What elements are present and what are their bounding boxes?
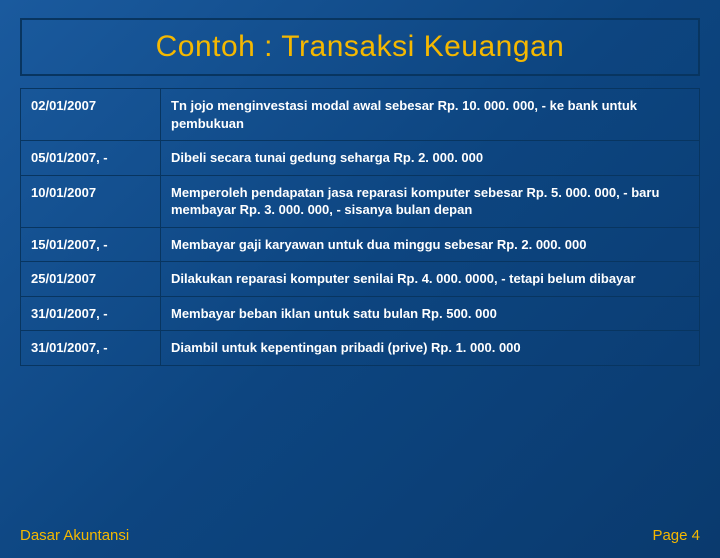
table-row: 02/01/2007 Tn jojo menginvestasi modal a…	[21, 89, 700, 141]
table-row: 15/01/2007, - Membayar gaji karyawan unt…	[21, 227, 700, 262]
cell-date: 31/01/2007, -	[21, 296, 161, 331]
cell-desc: Membayar gaji karyawan untuk dua minggu …	[161, 227, 700, 262]
cell-date: 25/01/2007	[21, 262, 161, 297]
cell-desc: Dilakukan reparasi komputer senilai Rp. …	[161, 262, 700, 297]
cell-date: 10/01/2007	[21, 175, 161, 227]
transaction-table-body: 02/01/2007 Tn jojo menginvestasi modal a…	[21, 89, 700, 366]
table-row: 05/01/2007, - Dibeli secara tunai gedung…	[21, 141, 700, 176]
transaction-table: 02/01/2007 Tn jojo menginvestasi modal a…	[20, 88, 700, 366]
cell-desc: Diambil untuk kepentingan pribadi (prive…	[161, 331, 700, 366]
footer-right: Page 4	[652, 527, 700, 544]
table-row: 31/01/2007, - Membayar beban iklan untuk…	[21, 296, 700, 331]
footer: Dasar Akuntansi Page 4	[20, 527, 700, 544]
table-row: 25/01/2007 Dilakukan reparasi komputer s…	[21, 262, 700, 297]
footer-left: Dasar Akuntansi	[20, 527, 129, 544]
cell-desc: Tn jojo menginvestasi modal awal sebesar…	[161, 89, 700, 141]
cell-desc: Membayar beban iklan untuk satu bulan Rp…	[161, 296, 700, 331]
cell-desc: Dibeli secara tunai gedung seharga Rp. 2…	[161, 141, 700, 176]
cell-date: 31/01/2007, -	[21, 331, 161, 366]
cell-desc: Memperoleh pendapatan jasa reparasi komp…	[161, 175, 700, 227]
cell-date: 02/01/2007	[21, 89, 161, 141]
cell-date: 05/01/2007, -	[21, 141, 161, 176]
cell-date: 15/01/2007, -	[21, 227, 161, 262]
page-title: Contoh : Transaksi Keuangan	[22, 30, 698, 64]
transaction-table-wrap: 02/01/2007 Tn jojo menginvestasi modal a…	[20, 88, 700, 366]
table-row: 10/01/2007 Memperoleh pendapatan jasa re…	[21, 175, 700, 227]
table-row: 31/01/2007, - Diambil untuk kepentingan …	[21, 331, 700, 366]
title-box: Contoh : Transaksi Keuangan	[20, 18, 700, 76]
